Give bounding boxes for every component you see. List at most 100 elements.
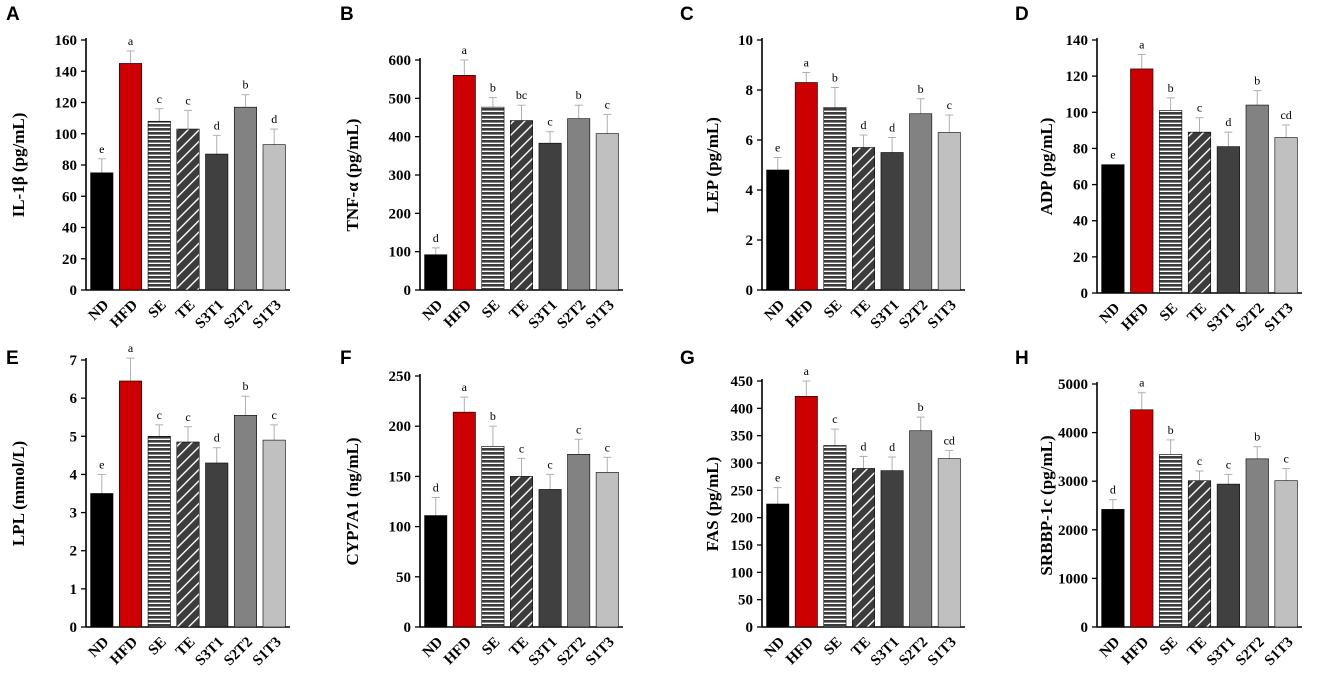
significance-letter: c (832, 412, 837, 426)
significance-letter: b (832, 71, 838, 85)
bar-s2t2 (1245, 104, 1269, 294)
y-tick-label: 0 (1081, 620, 1089, 636)
y-tick-label: 2000 (1058, 523, 1088, 539)
significance-letter: e (99, 142, 104, 156)
bar-te (176, 441, 200, 628)
significance-letter: c (1226, 457, 1231, 471)
x-tick-label: SE (1157, 634, 1181, 658)
bar-hfd (1130, 68, 1154, 294)
significance-letter: b (490, 81, 496, 95)
y-tick-label: 60 (62, 189, 77, 205)
bar-te (510, 476, 533, 628)
x-tick-label: S2T2 (1233, 300, 1268, 335)
significance-letter: a (804, 364, 810, 378)
y-tick-label: 160 (55, 33, 78, 49)
y-tick-label: 50 (396, 570, 411, 586)
significance-letter: b (1168, 81, 1174, 95)
bar-hfd (452, 411, 476, 628)
significance-letter: e (775, 471, 780, 485)
y-axis-label: SRBBP-1c (pg/mL) (1037, 435, 1056, 575)
y-tick-label: 60 (1073, 178, 1088, 194)
x-tick-label: HFD (107, 634, 141, 668)
bar-hfd (794, 396, 818, 628)
panel-letter: F (340, 348, 352, 369)
significance-letter: b (1254, 74, 1260, 88)
y-tick-label: 400 (731, 401, 754, 417)
y-tick-label: 0 (70, 620, 78, 636)
chart-panel-g: G FAS (pg/mL) 0 50 100 150 200 250 300 350 400 450 e… (680, 348, 965, 669)
bar-s1t3 (937, 132, 961, 291)
bar-nd (90, 493, 114, 628)
significance-letter: a (462, 43, 468, 57)
bar-s1t3 (1274, 137, 1298, 294)
bar-se (481, 106, 505, 291)
significance-letter: b (490, 409, 496, 423)
y-tick-label: 2 (70, 544, 78, 560)
x-tick-label: HFD (441, 297, 475, 331)
x-tick-label: SE (146, 297, 170, 321)
significance-letter: e (1110, 148, 1115, 162)
significance-letter: c (605, 97, 610, 111)
x-tick-label: S3T1 (192, 634, 227, 669)
x-tick-label: HFD (783, 634, 817, 668)
y-tick-label: 150 (389, 469, 412, 485)
y-tick-label: 250 (731, 483, 754, 499)
y-tick-label: 120 (55, 96, 78, 112)
y-tick-label: 40 (1073, 214, 1088, 230)
y-tick-label: 140 (1066, 33, 1089, 49)
chart-panel-a: AIL-1β (pg/mL)020406080100120140160eNDaH… (6, 4, 290, 332)
bar-s1t3 (262, 439, 286, 628)
x-tick-label: S1T3 (1262, 634, 1297, 669)
y-tick-label: 2 (746, 233, 754, 249)
bar-te (1187, 131, 1212, 294)
significance-letter: c (1283, 452, 1288, 466)
y-tick-label: 200 (731, 511, 754, 527)
x-tick-label: S1T3 (925, 634, 960, 669)
bar-s3t1 (880, 470, 904, 628)
y-tick-label: 0 (1081, 286, 1089, 302)
y-tick-label: 6 (70, 391, 78, 407)
significance-letter: d (861, 439, 867, 453)
bar-nd (90, 172, 114, 291)
y-tick-label: 300 (731, 456, 754, 472)
bar-nd (766, 503, 790, 628)
x-tick-label: S1T3 (1262, 300, 1297, 335)
x-tick-label: S3T1 (868, 297, 903, 332)
y-axis-label: FAS (pg/mL) (703, 457, 722, 552)
x-tick-label: S1T3 (583, 297, 618, 332)
y-tick-label: 100 (389, 245, 412, 261)
bar-nd (1101, 509, 1125, 628)
bar-te (176, 128, 200, 291)
y-axis-label: CYP7A1 (ng/mL) (343, 438, 362, 566)
significance-letter: c (272, 408, 277, 422)
y-tick-label: 5 (70, 429, 78, 445)
y-tick-label: 100 (55, 127, 78, 143)
significance-letter: c (1197, 454, 1202, 468)
x-tick-label: S3T1 (868, 634, 903, 669)
bar-te (852, 468, 875, 628)
bar-se (147, 435, 171, 628)
significance-letter: d (214, 118, 220, 132)
y-tick-label: 0 (746, 620, 754, 636)
significance-letter: c (185, 93, 190, 107)
x-tick-label: S3T1 (1204, 634, 1239, 669)
y-tick-label: 4000 (1058, 426, 1088, 442)
y-tick-label: 0 (404, 283, 412, 299)
bar-s2t2 (1245, 458, 1269, 628)
x-tick-label: HFD (1119, 300, 1153, 334)
significance-letter: a (1139, 37, 1145, 51)
bar-te (510, 120, 533, 291)
bar-s1t3 (937, 458, 961, 628)
bar-se (147, 120, 171, 291)
significance-letter: b (1168, 423, 1174, 437)
y-tick-label: 20 (62, 252, 77, 268)
x-tick-label: S3T1 (526, 634, 561, 669)
significance-letter: c (547, 115, 552, 129)
bar-hfd (1130, 409, 1154, 628)
x-tick-label: S3T1 (192, 297, 227, 332)
significance-letter: cd (1280, 108, 1291, 122)
significance-letter: d (861, 118, 867, 132)
significance-letter: d (214, 431, 220, 445)
